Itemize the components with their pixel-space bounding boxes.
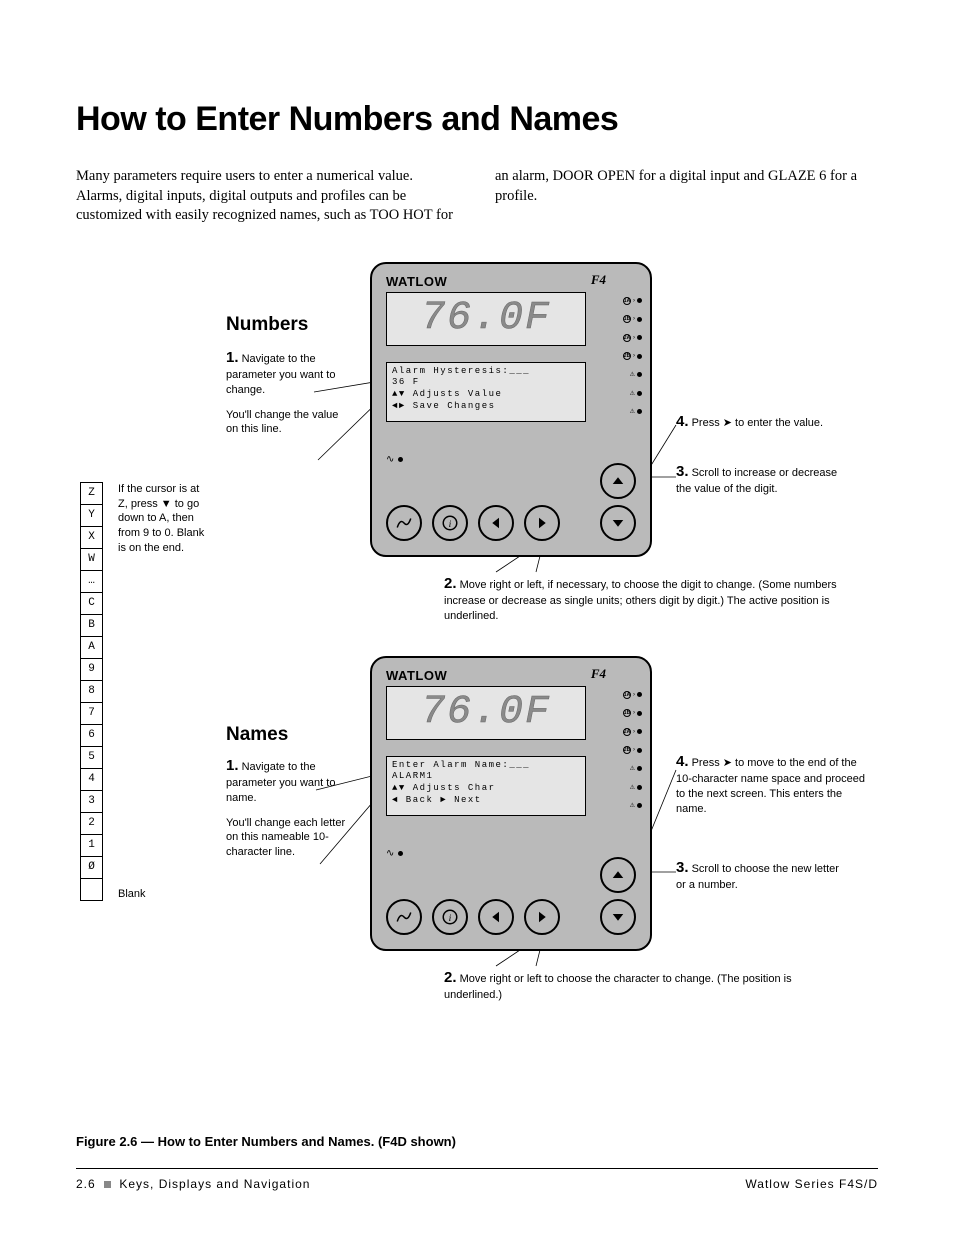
- char-cell: …: [81, 570, 103, 592]
- char-cell: 7: [81, 702, 103, 724]
- model-label: F4: [591, 272, 606, 288]
- led-column: 1A›1B›2A›2B›⚠⚠⚠: [612, 292, 642, 422]
- device-panel-numbers: WATLOW F4 76.0F Alarm Hysteresis:___ 36 …: [370, 262, 652, 557]
- char-cell: Z: [81, 482, 103, 504]
- names-step3: 3. Scroll to choose the new letter or a …: [676, 858, 851, 893]
- char-cell: C: [81, 592, 103, 614]
- numeric-lcd-value: 76.0F: [421, 296, 551, 341]
- down-button[interactable]: [600, 505, 636, 541]
- footer-page-num: 2.6: [76, 1177, 96, 1191]
- right-button[interactable]: [524, 505, 560, 541]
- profile-indicator: ∿: [386, 454, 403, 465]
- brand-label: WATLOW: [386, 274, 447, 289]
- numbers-step1-text: Navigate to the parameter you want to ch…: [226, 353, 335, 396]
- names-step4-text: Press ➤ to move to the end of the 10-cha…: [676, 757, 865, 815]
- numbers-heading: Numbers: [226, 314, 308, 336]
- char-cell: A: [81, 636, 103, 658]
- footer-square-icon: [104, 1181, 111, 1188]
- names-step4: 4. Press ➤ to move to the end of the 10-…: [676, 752, 866, 817]
- profile-button[interactable]: [386, 505, 422, 541]
- footer-right: Watlow Series F4S/D: [745, 1177, 878, 1191]
- button-row: i: [386, 899, 560, 935]
- page-title: How to Enter Numbers and Names: [76, 100, 878, 139]
- numbers-step3-text: Scroll to increase or decrease the value…: [676, 467, 837, 495]
- page-footer: 2.6 Keys, Displays and Navigation Watlow…: [76, 1168, 878, 1191]
- model-label: F4: [591, 666, 606, 682]
- char-cell: Y: [81, 504, 103, 526]
- numbers-step3: 3. Scroll to increase or decrease the va…: [676, 462, 851, 497]
- svg-text:i: i: [449, 518, 452, 529]
- numbers-step4: 4. Press ➤ to enter the value.: [676, 412, 851, 432]
- char-scroll-table: ZYXW…CBA987654321Ø: [80, 482, 103, 901]
- blank-label: Blank: [118, 888, 146, 900]
- numbers-step1-sub: You'll change the value on this line.: [226, 408, 346, 438]
- char-cell: X: [81, 526, 103, 548]
- down-button[interactable]: [600, 899, 636, 935]
- left-button[interactable]: [478, 505, 514, 541]
- char-cell: 6: [81, 724, 103, 746]
- numeric-lcd: 76.0F: [386, 292, 586, 346]
- names-step1: 1. Navigate to the parameter you want to…: [226, 756, 346, 860]
- svg-text:i: i: [449, 912, 452, 923]
- text-lcd: Enter Alarm Name:___ALARM1▲▼ Adjusts Cha…: [386, 756, 586, 816]
- names-step2: 2. Move right or left to choose the char…: [444, 968, 844, 1003]
- char-cell: 3: [81, 790, 103, 812]
- right-button[interactable]: [524, 899, 560, 935]
- names-step2-text: Move right or left to choose the charact…: [444, 973, 792, 1001]
- diagram-area: ZYXW…CBA987654321Ø Blank If the cursor i…: [76, 262, 878, 1032]
- char-cell: 1: [81, 834, 103, 856]
- names-step1-sub: You'll change each letter on this nameab…: [226, 816, 346, 861]
- numbers-step2-text: Move right or left, if necessary, to cho…: [444, 579, 837, 622]
- numeric-lcd-value: 76.0F: [421, 690, 551, 735]
- names-heading: Names: [226, 724, 288, 746]
- char-cell: 4: [81, 768, 103, 790]
- led-column: 1A›1B›2A›2B›⚠⚠⚠: [612, 686, 642, 816]
- intro-paragraph: Many parameters require users to enter a…: [76, 167, 878, 226]
- char-cell: 9: [81, 658, 103, 680]
- brand-label: WATLOW: [386, 668, 447, 683]
- footer-section: Keys, Displays and Navigation: [119, 1177, 310, 1191]
- char-cell: 2: [81, 812, 103, 834]
- numbers-step2: 2. Move right or left, if necessary, to …: [444, 574, 844, 624]
- char-cell: 8: [81, 680, 103, 702]
- left-button[interactable]: [478, 899, 514, 935]
- info-button[interactable]: i: [432, 899, 468, 935]
- footer-left: 2.6 Keys, Displays and Navigation: [76, 1177, 310, 1191]
- figure-caption: Figure 2.6 — How to Enter Numbers and Na…: [76, 1134, 456, 1149]
- info-button[interactable]: i: [432, 505, 468, 541]
- char-cell: 5: [81, 746, 103, 768]
- names-step3-text: Scroll to choose the new letter or a num…: [676, 863, 839, 891]
- profile-indicator: ∿: [386, 848, 403, 859]
- button-row: i: [386, 505, 560, 541]
- cursor-note: If the cursor is at Z, press ▼ to go dow…: [118, 482, 208, 556]
- names-step1-text: Navigate to the parameter you want to na…: [226, 761, 335, 804]
- profile-button[interactable]: [386, 899, 422, 935]
- up-button[interactable]: [600, 463, 636, 499]
- numbers-step4-text: Press ➤ to enter the value.: [692, 417, 824, 429]
- char-cell: B: [81, 614, 103, 636]
- up-button[interactable]: [600, 857, 636, 893]
- numeric-lcd: 76.0F: [386, 686, 586, 740]
- char-cell: [81, 878, 103, 900]
- char-cell: W: [81, 548, 103, 570]
- char-cell: Ø: [81, 856, 103, 878]
- numbers-step1: 1. Navigate to the parameter you want to…: [226, 348, 346, 438]
- text-lcd: Alarm Hysteresis:___ 36 F▲▼ Adjusts Valu…: [386, 362, 586, 422]
- device-panel-names: WATLOW F4 76.0F Enter Alarm Name:___ALAR…: [370, 656, 652, 951]
